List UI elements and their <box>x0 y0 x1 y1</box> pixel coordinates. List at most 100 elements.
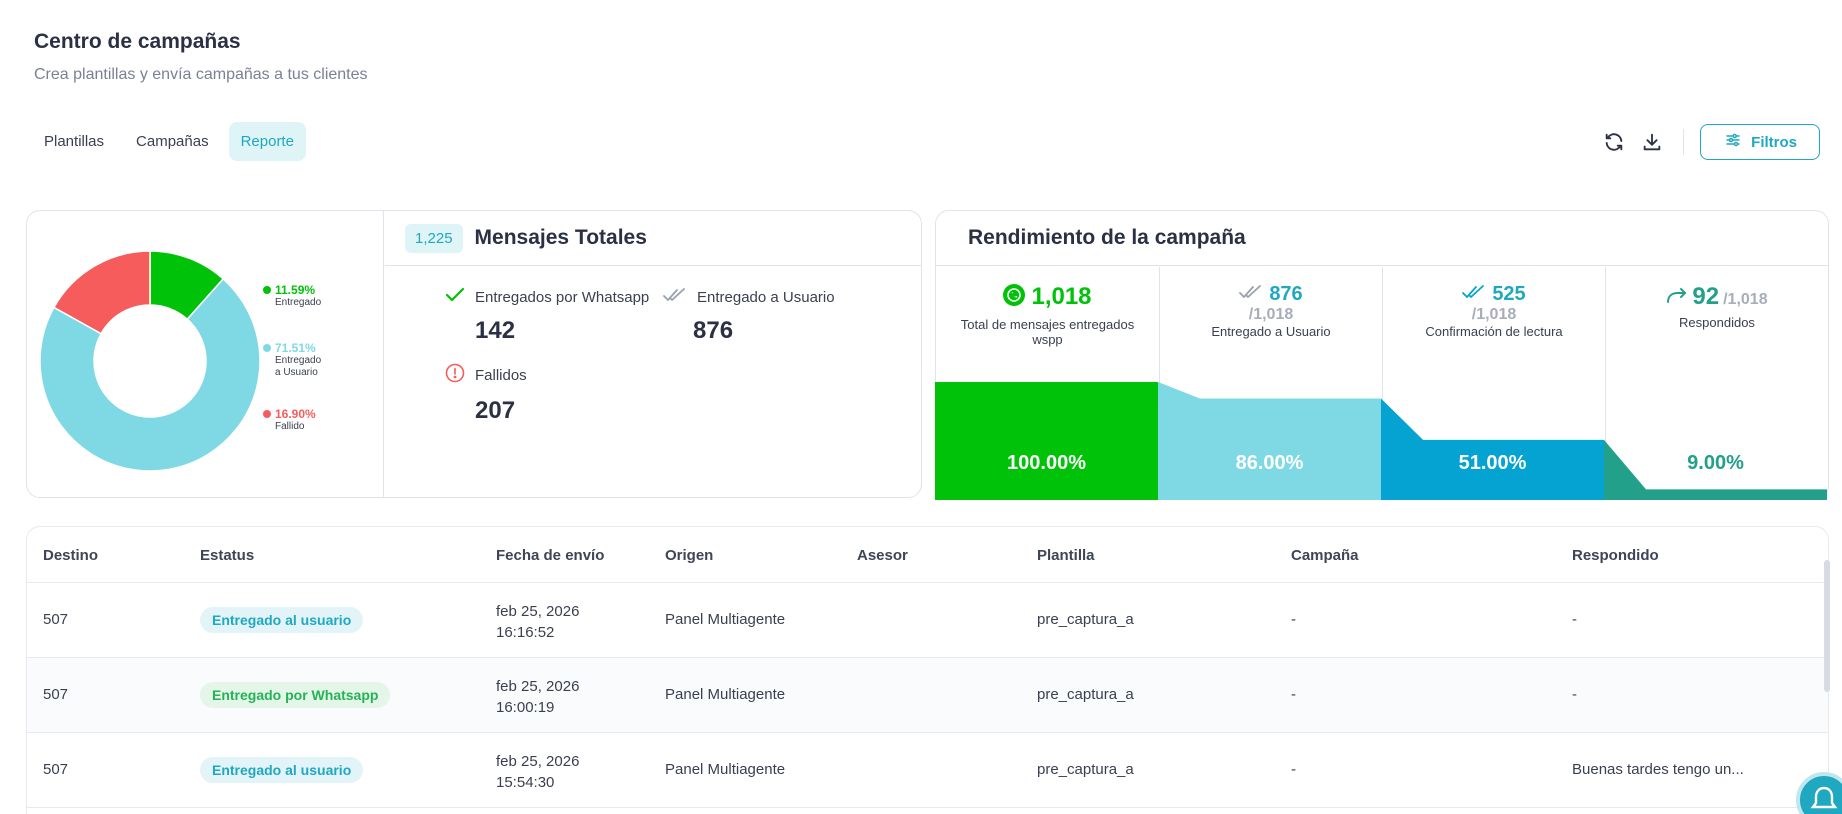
performance-title: Rendimiento de la campaña <box>968 226 1246 249</box>
donut-chart-area: 11.59% Entregado 71.51% Entregado a Usua… <box>27 211 384 497</box>
funnel-of: /1,018 <box>1248 306 1294 323</box>
th-plantilla[interactable]: Plantilla <box>1037 547 1095 564</box>
table-header: Destino Estatus Fecha de envío Origen As… <box>27 527 1828 583</box>
table-row[interactable]: 507 Entregado al usuario feb 25, 2026 16:… <box>27 583 1828 658</box>
legend-pct: 16.90% <box>275 407 316 421</box>
th-origen[interactable]: Origen <box>665 547 714 564</box>
whatsapp-icon <box>1003 283 1026 311</box>
cell-fecha-date: feb 25, 2026 <box>496 603 580 620</box>
messages-header: 1,225 Mensajes Totales <box>385 211 921 266</box>
cell-plantilla: pre_captura_a <box>1037 686 1134 703</box>
funnel-label: Entregado a Usuario <box>1211 324 1331 339</box>
stat-value: 207 <box>475 397 516 424</box>
funnel-pct: 9.00% <box>1687 452 1744 474</box>
donut-slice <box>39 277 261 472</box>
legend-dot <box>263 344 271 352</box>
cell-plantilla: pre_captura_a <box>1037 761 1134 778</box>
status-badge: Entregado al usuario <box>200 607 364 633</box>
funnel-chart <box>935 382 1827 500</box>
messages-summary-card: 11.59% Entregado 71.51% Entregado a Usua… <box>26 210 922 498</box>
cell-fecha-time: 15:54:30 <box>496 774 555 791</box>
double-check-icon <box>1239 284 1263 305</box>
legend-pct: 11.59% <box>275 283 316 297</box>
table-row[interactable]: 507 Entregado por Whatsapp feb 25, 2026 1… <box>27 658 1828 733</box>
th-respondido[interactable]: Respondido <box>1572 547 1659 564</box>
legend-dot <box>263 286 271 294</box>
funnel-col-total: 1,018 Total de mensajes entregados wspp <box>936 267 1159 499</box>
stat-label: Entregado a Usuario <box>697 288 835 306</box>
funnel-segment <box>1604 439 1827 500</box>
legend-label: Entregado <box>275 355 322 366</box>
stat-value: 876 <box>693 317 734 344</box>
th-estatus[interactable]: Estatus <box>200 547 255 564</box>
cell-destino: 507 <box>43 686 69 703</box>
legend-label: Entregado <box>275 297 322 308</box>
cell-destino: 507 <box>43 761 69 778</box>
th-destino[interactable]: Destino <box>43 547 99 564</box>
funnel-value: 525 <box>1492 283 1526 305</box>
donut-chart <box>39 250 261 472</box>
table-row[interactable]: 507 Entregado al usuario feb 25, 2026 15:… <box>27 733 1828 808</box>
cell-campana: - <box>1291 611 1296 628</box>
page-title: Centro de campañas <box>34 30 241 53</box>
cell-fecha: feb 25, 2026 16:16:52 <box>496 601 579 643</box>
notification-bell-icon[interactable] <box>1796 772 1842 814</box>
funnel-value: 876 <box>1269 283 1303 305</box>
th-fecha[interactable]: Fecha de envío <box>496 547 605 564</box>
performance-header: Rendimiento de la campaña <box>936 211 1828 266</box>
messages-totals: 1,225 Mensajes Totales Entregados por Wh… <box>385 211 921 497</box>
donut-slice <box>52 250 151 335</box>
legend-label-line2: a Usuario <box>275 367 318 378</box>
th-asesor[interactable]: Asesor <box>857 547 908 564</box>
funnel-of: /1,018 <box>1471 306 1517 323</box>
cell-fecha-date: feb 25, 2026 <box>496 678 580 695</box>
reply-icon <box>1666 286 1688 309</box>
cell-fecha-time: 16:16:52 <box>496 624 555 641</box>
funnel-value: 1,018 <box>1031 283 1092 310</box>
check-icon <box>445 287 465 307</box>
funnel-label: Respondidos <box>1679 315 1755 330</box>
funnel-of: /1,018 <box>1723 291 1768 308</box>
tab-campanas[interactable]: Campañas <box>136 133 209 150</box>
download-icon[interactable] <box>1639 129 1665 155</box>
legend-label: Fallido <box>275 421 305 432</box>
funnel-pct: 51.00% <box>1458 452 1527 474</box>
legend-fallido: 16.90% Fallido <box>263 407 316 433</box>
filters-button[interactable]: Filtros <box>1700 124 1820 160</box>
th-campana[interactable]: Campaña <box>1291 547 1359 564</box>
page-header: Centro de campañas Crea plantillas y env… <box>34 30 368 84</box>
legend-pct: 71.51% <box>275 341 316 355</box>
stat-failed: Fallidos 207 <box>445 363 527 425</box>
filters-button-label: Filtros <box>1751 133 1797 151</box>
stat-label: Entregados por Whatsapp <box>475 288 650 306</box>
funnel-value: 92 <box>1692 283 1720 310</box>
alert-circle-icon <box>445 363 465 387</box>
refresh-icon[interactable] <box>1601 129 1627 155</box>
cell-origen: Panel Multiagente <box>665 761 786 778</box>
cell-origen: Panel Multiagente <box>665 686 786 703</box>
tab-reporte[interactable]: Reporte <box>228 122 306 161</box>
status-badge: Entregado al usuario <box>200 757 364 783</box>
funnel-segment <box>1158 382 1381 500</box>
funnel-pct: 86.00% <box>1235 452 1304 474</box>
status-badge: Entregado por Whatsapp <box>200 682 391 708</box>
table-scrollbar[interactable] <box>1824 560 1830 692</box>
messages-table: Destino Estatus Fecha de envío Origen As… <box>26 526 1829 814</box>
funnel-col-replied: 92 /1,018 Respondidos <box>1605 267 1828 499</box>
cell-fecha: feb 25, 2026 16:00:19 <box>496 676 579 718</box>
funnel-segment <box>1381 398 1604 500</box>
double-check-icon <box>663 287 687 307</box>
cell-campana: - <box>1291 761 1296 778</box>
funnel-segment <box>935 382 1158 500</box>
cell-origen: Panel Multiagente <box>665 611 786 628</box>
legend-entregado: 11.59% Entregado <box>263 283 321 309</box>
legend-entregado-usuario: 71.51% Entregado a Usuario <box>263 341 321 379</box>
stat-label: Fallidos <box>475 366 527 384</box>
cell-fecha-time: 16:00:19 <box>496 699 555 716</box>
cell-respondido: - <box>1572 686 1577 703</box>
messages-title: Mensajes Totales <box>474 226 647 249</box>
toolbar-divider <box>1683 129 1685 155</box>
stat-user: Entregado a Usuario 876 <box>663 287 835 345</box>
read-check-icon <box>1462 284 1486 305</box>
tab-plantillas[interactable]: Plantillas <box>44 133 105 150</box>
